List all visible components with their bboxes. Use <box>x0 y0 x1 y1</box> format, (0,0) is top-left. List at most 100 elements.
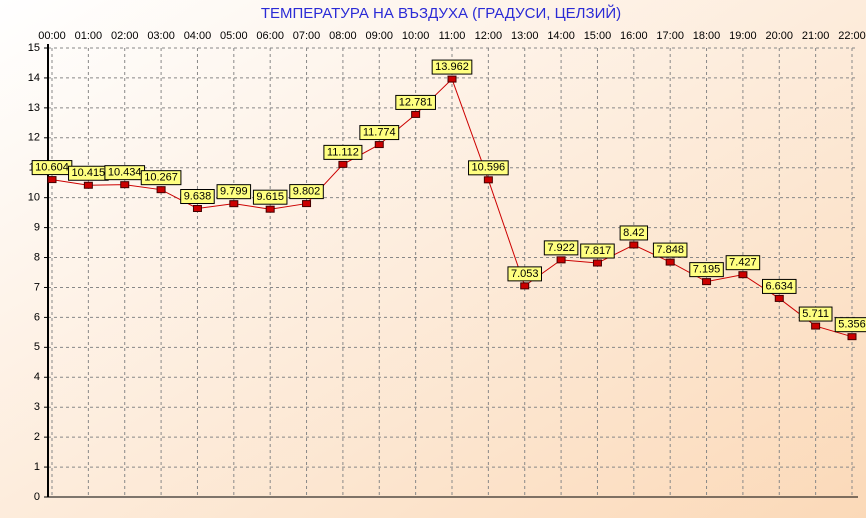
data-point <box>374 141 384 149</box>
y-tick-label: 6 <box>34 311 40 323</box>
x-tick-label: 07:00 <box>293 30 321 42</box>
x-tick-label: 14:00 <box>547 30 575 42</box>
data-label: 10.604 <box>35 161 69 173</box>
data-label: 7.817 <box>584 245 612 257</box>
label-box <box>725 255 761 271</box>
x-tick-label: 08:00 <box>329 30 357 42</box>
data-point <box>774 294 784 302</box>
x-tick-label: 15:00 <box>584 30 612 42</box>
data-label: 13.962 <box>435 61 469 73</box>
label-box <box>323 144 363 160</box>
y-tick-label: 14 <box>28 72 40 84</box>
x-tick-label: 03:00 <box>147 30 175 42</box>
data-label: 10.267 <box>144 172 178 184</box>
data-label: 7.848 <box>656 244 684 256</box>
data-point <box>847 333 857 341</box>
data-point <box>47 176 57 184</box>
x-tick-label: 10:00 <box>402 30 430 42</box>
data-point <box>192 205 202 213</box>
x-tick-label: 16:00 <box>620 30 648 42</box>
data-label: 5.356 <box>838 319 866 331</box>
data-point <box>738 271 748 279</box>
label-box <box>468 160 509 176</box>
data-label: 5.711 <box>802 308 829 320</box>
x-tick-label: 20:00 <box>766 30 794 42</box>
data-point <box>411 110 421 118</box>
x-tick-label: 09:00 <box>366 30 394 42</box>
y-tick-label: 2 <box>34 431 40 443</box>
data-point <box>702 278 712 286</box>
y-tick-label: 10 <box>28 192 40 204</box>
x-tick-label: 17:00 <box>656 30 684 42</box>
label-box <box>252 189 288 205</box>
y-tick-label: 0 <box>34 491 40 503</box>
y-tick-label: 13 <box>28 102 40 114</box>
data-point <box>447 75 457 83</box>
data-label: 7.195 <box>693 264 721 276</box>
x-tick-label: 06:00 <box>256 30 284 42</box>
label-box <box>216 184 252 200</box>
y-tick-label: 4 <box>34 371 40 383</box>
data-label: 9.799 <box>220 186 248 198</box>
data-point <box>592 259 602 267</box>
label-box <box>762 278 797 294</box>
data-point <box>556 256 566 264</box>
y-tick-label: 1 <box>34 461 40 473</box>
data-label: 12.781 <box>399 96 433 108</box>
y-tick-label: 5 <box>34 341 40 353</box>
label-box <box>359 125 400 141</box>
data-label: 8.42 <box>623 227 644 239</box>
x-tick-label: 05:00 <box>220 30 248 42</box>
data-label: 6.634 <box>766 280 794 292</box>
x-tick-label: 21:00 <box>802 30 830 42</box>
data-label: 7.427 <box>729 257 757 269</box>
data-point <box>665 258 675 266</box>
data-label: 11.112 <box>327 146 359 158</box>
chart-title: ТЕМПЕРАТУРА НА ВЪЗДУХА (ГРАДУСИ, ЦЕЛЗИЙ) <box>261 4 621 22</box>
y-tick-label: 15 <box>28 42 40 54</box>
x-tick-label: 01:00 <box>75 30 103 42</box>
x-tick-label: 00:00 <box>38 30 66 42</box>
data-point <box>156 186 166 194</box>
label-box <box>180 189 215 205</box>
data-label: 9.638 <box>184 190 212 202</box>
label-box <box>289 184 324 200</box>
y-tick-label: 9 <box>34 222 40 234</box>
data-label: 10.415 <box>72 167 106 179</box>
label-box <box>652 242 688 258</box>
data-point <box>811 322 821 330</box>
y-tick-label: 3 <box>34 401 40 413</box>
data-point <box>520 282 530 290</box>
y-tick-label: 8 <box>34 251 40 263</box>
data-point <box>483 176 493 184</box>
x-tick-label: 13:00 <box>511 30 539 42</box>
label-box <box>140 170 182 186</box>
data-label: 11.774 <box>363 126 396 138</box>
data-point <box>302 200 312 208</box>
data-label: 9.615 <box>256 191 284 203</box>
x-tick-label: 19:00 <box>729 30 757 42</box>
label-box <box>619 225 649 241</box>
x-tick-label: 22:00 <box>838 30 866 42</box>
data-point <box>120 181 130 189</box>
x-tick-label: 18:00 <box>693 30 721 42</box>
data-label: 10.434 <box>108 167 142 179</box>
label-box <box>507 266 542 282</box>
label-box <box>689 262 724 278</box>
data-point <box>338 160 348 168</box>
label-box <box>798 306 833 322</box>
label-box <box>431 59 473 75</box>
data-label: 10.596 <box>472 162 506 174</box>
label-box <box>580 243 615 259</box>
label-box <box>834 317 866 333</box>
x-tick-label: 11:00 <box>439 30 466 42</box>
y-tick-label: 7 <box>34 281 40 293</box>
data-point <box>83 181 93 189</box>
x-tick-label: 12:00 <box>475 30 503 42</box>
y-tick-label: 12 <box>28 132 40 144</box>
x-tick-label: 04:00 <box>184 30 212 42</box>
data-label: 7.922 <box>547 242 575 254</box>
